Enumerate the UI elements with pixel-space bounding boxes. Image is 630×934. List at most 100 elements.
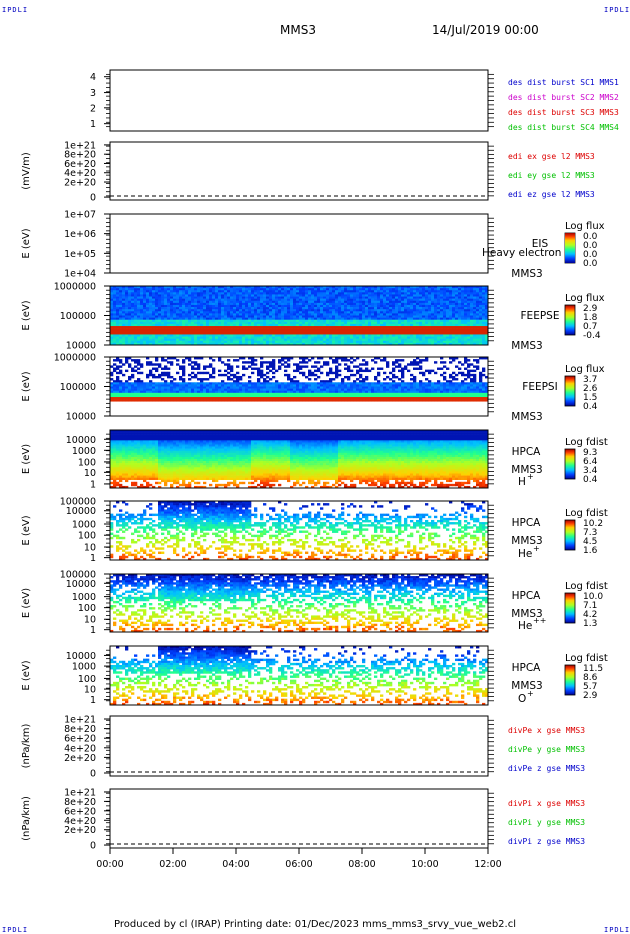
heatmap-cell [230,336,234,339]
heatmap-cell [254,394,258,398]
heatmap-cell [332,298,336,302]
heatmap-cell [341,309,345,312]
heatmap-cell [392,304,396,308]
heatmap-cell [224,390,228,394]
heatmap-cell [389,307,393,310]
heatmap-cell [476,323,480,327]
heatmap-cell [374,313,378,316]
heatmap-cell [206,330,210,333]
heatmap-cell [221,397,225,400]
heatmap-cell [455,319,459,323]
heatmap-cell [305,338,309,342]
heatmap-cell [362,313,366,316]
heatmap-cell [242,304,246,308]
heatmap-cell [182,336,186,339]
heatmap-cell [365,394,369,398]
heatmap-cell [485,334,489,337]
heatmap-cell [176,300,180,304]
heatmap-cell [308,317,312,321]
heatmap-cell [341,394,345,398]
heatmap-cell [422,321,426,325]
heatmap-cell [122,313,126,316]
heatmap-cell [473,296,477,299]
heatmap-cell [257,317,261,321]
heatmap-cell [485,296,489,299]
heatmap-cell [443,319,447,323]
heatmap-cell [272,319,276,323]
heatmap-cell [119,315,123,318]
heatmap-cell [185,332,189,335]
heatmap-cell [335,298,339,302]
heatmap-cell [230,307,234,310]
heatmap-cell [398,332,402,335]
heatmap-cell [257,342,261,346]
heatmap-cell [248,338,252,342]
heatmap-cell [287,357,291,360]
heatmap-cell [128,313,132,316]
heatmap-cell [125,399,129,402]
heatmap-cell [119,390,123,394]
heatmap-cell [353,388,357,392]
heatmap-cell [227,332,231,335]
heatmap-cell [221,361,225,364]
heatmap-cell [251,288,255,291]
heatmap-cell [278,315,282,318]
colorbar-tick-label: 0.0 [583,232,598,242]
heatmap-cell [146,375,150,379]
heatmap-cell [332,326,336,329]
heatmap-cell [443,313,447,316]
heatmap-cell [422,315,426,318]
legend-entry: des dist burst SC2 MMS2 [508,93,619,102]
heatmap-cell [260,298,264,302]
heatmap-cell [209,382,213,385]
heatmap-cell [146,323,150,327]
heatmap-cell [308,288,312,291]
heatmap-cell [281,392,285,396]
heatmap-cell [350,309,354,312]
heatmap-cell [254,288,258,291]
heatmap-cell [203,332,207,335]
heatmap-cell [440,334,444,337]
heatmap-cell [245,340,249,344]
heatmap-cell [302,336,306,339]
heatmap-cell [194,338,198,342]
heatmap-cell [278,326,282,329]
heatmap-cell [413,340,417,344]
heatmap-cell [341,330,345,333]
heatmap-cell [266,311,270,314]
heatmap-cell [230,304,234,308]
overlay-text: Heavy electron to [482,247,575,259]
heatmap-cell [266,298,270,302]
heatmap-cell [434,304,438,308]
heatmap-cell [386,326,390,329]
heatmap-cell [449,317,453,321]
heatmap-cell [149,386,153,389]
heatmap-cell [428,290,432,293]
heatmap-cell [287,288,291,291]
heatmap-cell [299,336,303,339]
heatmap-cell [272,382,276,385]
heatmap-cell [116,309,120,312]
heatmap-cell [380,300,384,304]
heatmap-cell [377,330,381,333]
corner-label-bottom-left: IPDLI [2,926,29,934]
heatmap-cell [443,326,447,329]
heatmap-cell [356,309,360,312]
heatmap-cell [239,304,243,308]
heatmap-cell [194,302,198,306]
heatmap-cell [119,394,123,398]
heatmap-cell [482,340,486,344]
heatmap-cell [227,342,231,346]
heatmap-cell [173,332,177,335]
heatmap-cell [290,334,294,337]
heatmap-cell [209,307,213,310]
heatmap-cell [326,336,330,339]
heatmap-cell [149,321,153,325]
heatmap-cell [257,298,261,302]
heatmap-cell [293,311,297,314]
heatmap-cell [230,388,234,392]
heatmap-cell [122,294,126,297]
heatmap-cell [308,315,312,318]
heatmap-cell [446,290,450,293]
heatmap-cell [188,338,192,342]
